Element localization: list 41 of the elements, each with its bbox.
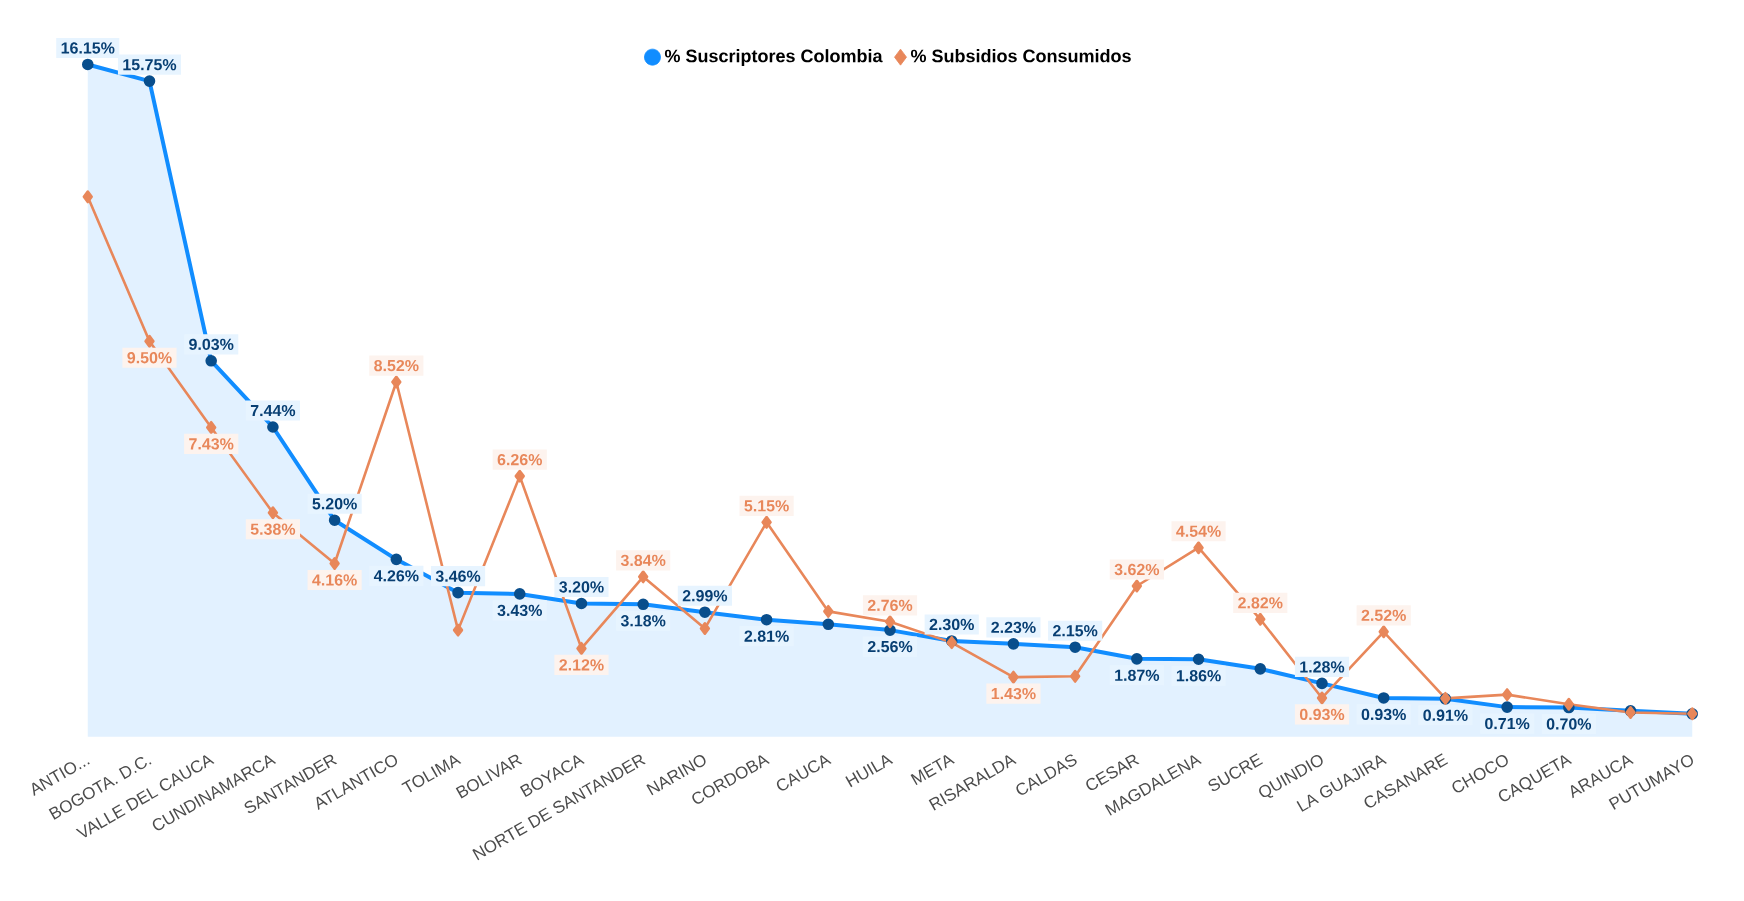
data-label: 0.71% bbox=[1485, 717, 1530, 730]
data-label: 2.82% bbox=[1238, 597, 1283, 609]
data-label: 1.87% bbox=[1115, 669, 1160, 681]
data-label: 15.75% bbox=[123, 59, 177, 71]
legend-label: % Suscriptores Colombia bbox=[664, 49, 883, 66]
data-label: 2.12% bbox=[559, 659, 604, 671]
data-label: 0.93% bbox=[1361, 708, 1406, 721]
data-label: 6.26% bbox=[497, 453, 543, 466]
data-label: 0.91% bbox=[1423, 709, 1468, 721]
data-label: 5.20% bbox=[312, 498, 357, 510]
data-label: 2.76% bbox=[867, 599, 913, 611]
data-label: 1.43% bbox=[991, 687, 1036, 700]
data-label: 3.84% bbox=[620, 554, 666, 567]
data-label: 2.52% bbox=[1361, 609, 1406, 621]
data-label: 3.43% bbox=[497, 604, 543, 617]
data-label: 4.16% bbox=[312, 574, 357, 586]
data-label: 0.70% bbox=[1546, 718, 1592, 730]
data-label: 2.56% bbox=[867, 640, 913, 653]
data-label: 1.86% bbox=[1176, 670, 1221, 682]
data-label: 3.46% bbox=[435, 570, 481, 582]
data-label: 9.50% bbox=[127, 352, 172, 364]
data-label: 4.26% bbox=[373, 570, 419, 582]
data-label: 9.03% bbox=[189, 338, 234, 351]
data-label: 7.43% bbox=[189, 438, 234, 450]
data-label: 0.93% bbox=[1299, 708, 1345, 721]
data-label: 3.20% bbox=[559, 581, 604, 593]
data-label: 16.15% bbox=[61, 42, 115, 54]
data-label: 5.15% bbox=[744, 500, 789, 512]
data-label: 5.38% bbox=[250, 523, 296, 535]
data-label: 3.62% bbox=[1114, 563, 1160, 576]
data-label: 2.15% bbox=[1053, 625, 1098, 637]
data-label: 2.99% bbox=[682, 590, 728, 602]
data-label: 3.18% bbox=[620, 615, 666, 627]
data-label: 2.23% bbox=[991, 621, 1036, 634]
data-label: 1.28% bbox=[1300, 661, 1345, 673]
data-label: 7.44% bbox=[250, 404, 296, 417]
data-label: 2.30% bbox=[929, 618, 974, 631]
data-label: 8.52% bbox=[374, 359, 419, 372]
data-label: 4.54% bbox=[1176, 525, 1221, 537]
legend-label: % Subsidios Consumidos bbox=[910, 49, 1131, 63]
data-label: 2.81% bbox=[744, 630, 789, 642]
